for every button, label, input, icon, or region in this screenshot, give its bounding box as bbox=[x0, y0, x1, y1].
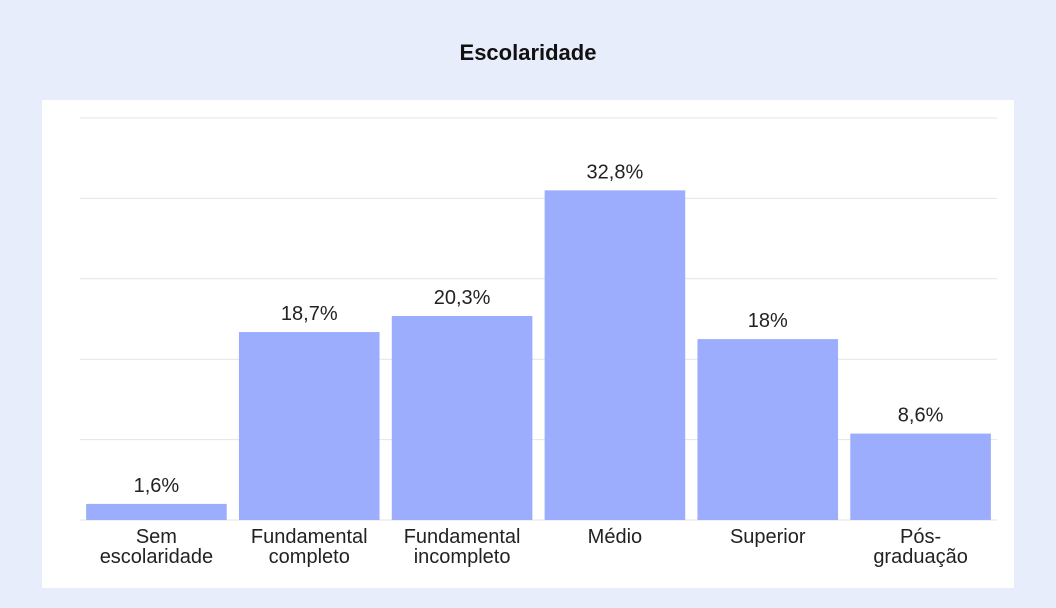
x-tick-label: Superior bbox=[729, 526, 806, 548]
value-label: 18% bbox=[748, 310, 788, 332]
bar bbox=[697, 339, 839, 520]
value-label: 1,6% bbox=[134, 475, 180, 497]
value-label: 32,8% bbox=[587, 161, 644, 183]
x-tick-label: Fundamental completo bbox=[250, 526, 368, 568]
bar bbox=[86, 503, 227, 520]
value-label: 8,6% bbox=[898, 405, 944, 427]
chart-title: Escolaridade bbox=[459, 40, 597, 65]
x-tick-label: Fundamental incompleto bbox=[403, 526, 521, 568]
bar bbox=[544, 190, 686, 521]
x-tick-label: Sem escolaridade bbox=[99, 526, 214, 568]
x-tick-label: Pós-graduação bbox=[873, 526, 968, 568]
value-label: 20,3% bbox=[434, 287, 491, 309]
bar bbox=[850, 433, 991, 520]
value-label: 18,7% bbox=[281, 303, 338, 325]
bar bbox=[238, 332, 380, 520]
x-tick-label: Médio bbox=[587, 526, 643, 548]
bar bbox=[391, 315, 533, 520]
